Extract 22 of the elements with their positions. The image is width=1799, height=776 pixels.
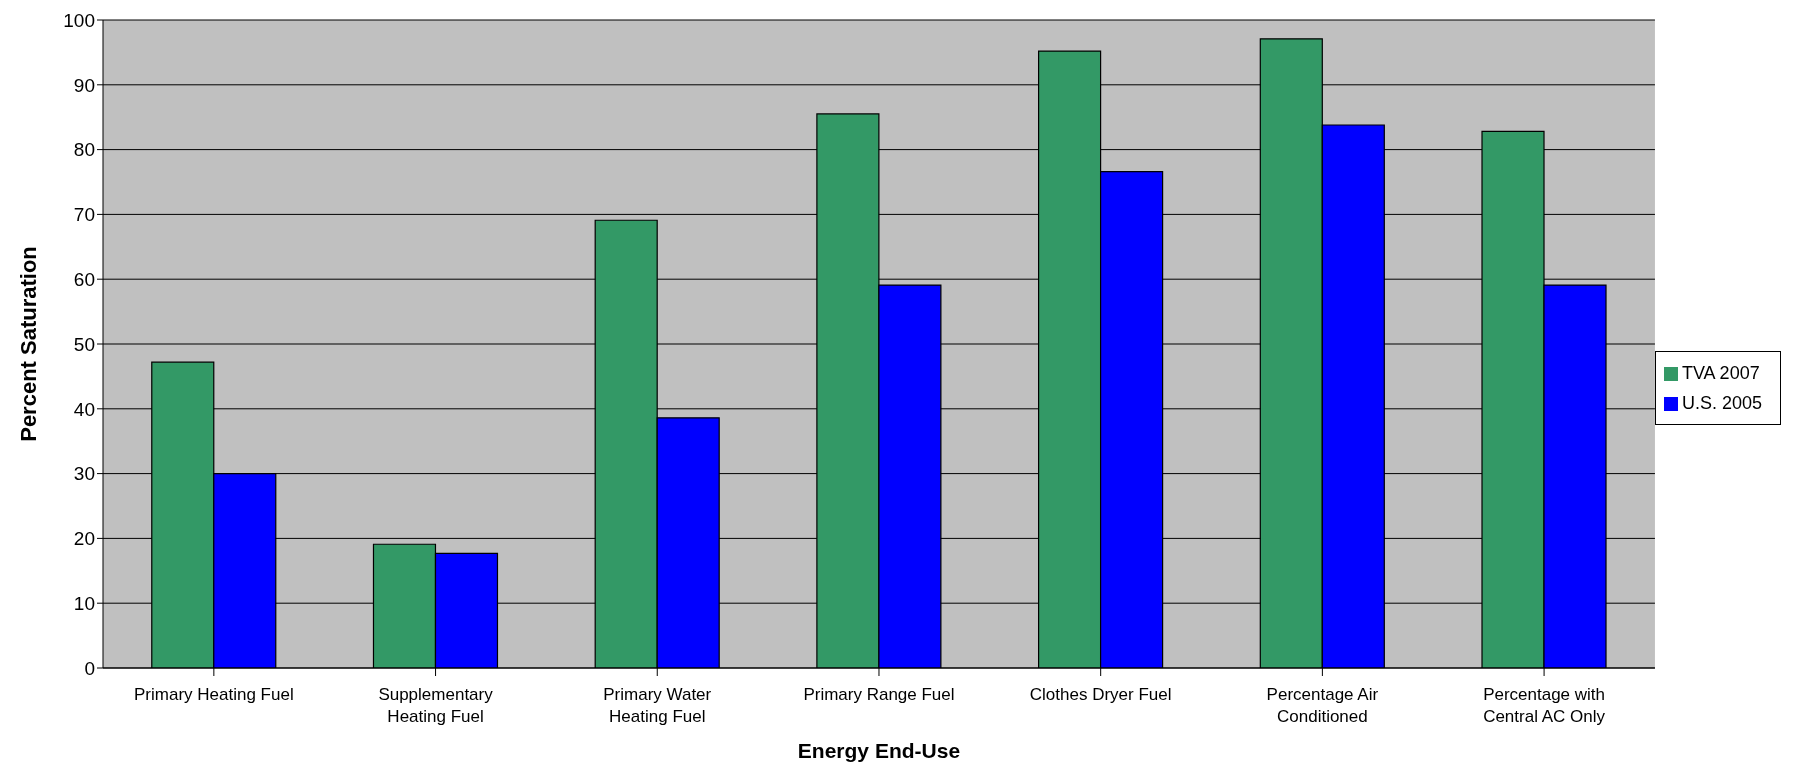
legend-label: U.S. 2005: [1681, 393, 1762, 413]
x-tick-label: Clothes Dryer Fuel: [1029, 685, 1172, 704]
y-tick-label: 80: [73, 139, 95, 161]
y-tick-label: 50: [73, 333, 95, 355]
y-tick-label: 100: [63, 9, 95, 31]
y-tick-label: 40: [73, 398, 95, 420]
y-tick-label: 30: [73, 463, 95, 485]
x-tick-label: Primary Water Heating Fuel: [603, 685, 712, 726]
x-tick-label: Supplementary Heating Fuel: [378, 685, 494, 726]
x-tick-label: Percentage with Central AC Only: [1483, 685, 1606, 726]
y-tick-label: 90: [73, 74, 95, 96]
y-tick-label: 60: [73, 268, 95, 290]
x-tick-label: Percentage Air Conditioned: [1266, 685, 1379, 726]
y-axis-title: Percent Saturation: [15, 246, 41, 442]
y-tick-label: 0: [84, 657, 95, 679]
y-tick-label: 10: [73, 592, 95, 614]
y-tick-label: 20: [73, 528, 95, 550]
x-axis-title: Energy End-Use: [797, 739, 961, 762]
legend-label: TVA 2007: [1681, 363, 1760, 383]
x-tick-label: Primary Range Fuel: [803, 685, 955, 704]
x-tick-label: Primary Heating Fuel: [134, 685, 294, 704]
y-tick-label: 70: [73, 204, 95, 226]
